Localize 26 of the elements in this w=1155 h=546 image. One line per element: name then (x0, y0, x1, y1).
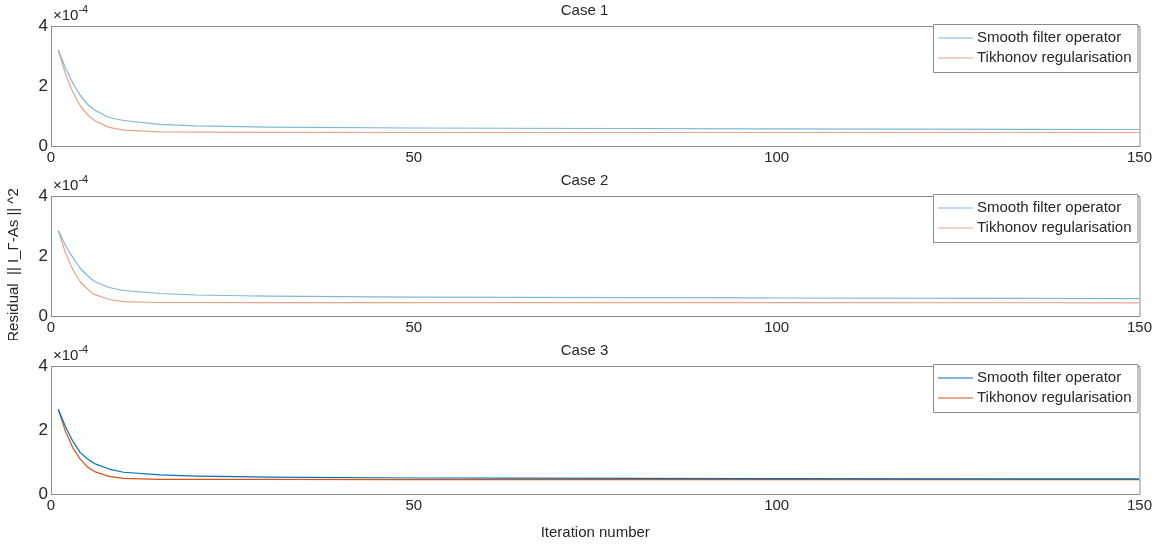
chart-title: Case 1 (560, 1, 609, 19)
legend-label: Smooth filter operator (976, 368, 1122, 386)
x-tick-label: 50 (405, 496, 423, 514)
x-tick-label: 50 (405, 148, 423, 166)
y-tick-label: 2 (38, 75, 48, 95)
y-tick-label: 4 (38, 185, 48, 205)
x-tick-label: 150 (1126, 318, 1152, 336)
y-tick-label: 4 (38, 355, 48, 375)
y-axis-title: Residual || I_Γ-As || ^2 (4, 188, 21, 342)
chart-title: Case 2 (560, 171, 609, 189)
legend-label: Tikhonov regularisation (976, 48, 1132, 66)
y-tick-label: 2 (38, 419, 48, 439)
x-tick-label: 50 (405, 318, 423, 336)
x-tick-label: 100 (764, 318, 790, 336)
x-tick-label: 150 (1126, 496, 1152, 514)
legend-label: Tikhonov regularisation (976, 218, 1132, 236)
legend-label: Tikhonov regularisation (976, 388, 1132, 406)
x-tick-label: 100 (764, 496, 790, 514)
legend-label: Smooth filter operator (976, 198, 1122, 216)
y-tick-label: 2 (38, 245, 48, 265)
x-tick-label: 100 (764, 148, 790, 166)
x-axis-title: Iteration number (540, 523, 650, 541)
legend-label: Smooth filter operator (976, 28, 1122, 46)
x-tick-label: 150 (1126, 148, 1152, 166)
chart-title: Case 3 (560, 341, 609, 359)
y-tick-label: 4 (38, 15, 48, 35)
